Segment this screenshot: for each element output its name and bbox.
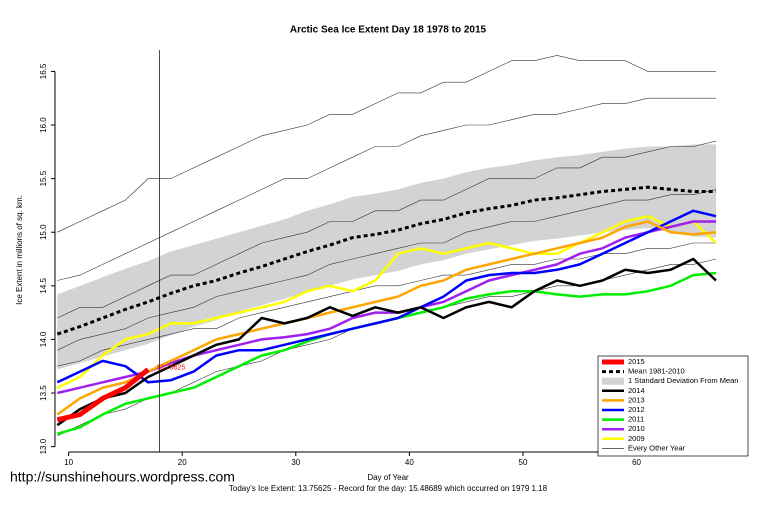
legend-label: 2014 [628, 386, 645, 395]
legend-label: 2015 [628, 357, 645, 366]
legend-label: 2010 [628, 424, 645, 433]
plot-area [56, 55, 717, 437]
legend-label: 2009 [628, 434, 645, 443]
y-tick-label: 13.0 [39, 438, 48, 454]
other-year-line [57, 55, 716, 233]
legend-label: 1 Standard Deviation From Mean [628, 376, 738, 385]
series-line [56, 257, 717, 427]
legend-label: 2013 [628, 395, 645, 404]
series-line [56, 214, 717, 389]
series-line [56, 220, 717, 416]
series-line [56, 367, 150, 423]
y-tick-label: 15.5 [39, 170, 48, 186]
legend-label: 2011 [628, 415, 644, 424]
series-line [57, 220, 716, 395]
watermark: http://sunshinehours.wordpress.com [10, 469, 235, 485]
x-tick-label: 50 [519, 458, 528, 467]
x-tick-label: 40 [405, 458, 414, 467]
y-tick-label: 16.0 [39, 117, 48, 133]
y-tick-label: 14.5 [39, 278, 48, 294]
other-year-line [57, 242, 716, 367]
other-year-line [57, 97, 716, 281]
y-axis-label: Ice Extent in millions of sq. km. [15, 195, 24, 305]
std-band [57, 144, 717, 370]
x-tick-label: 10 [64, 458, 73, 467]
y-tick-label: 16.5 [39, 63, 48, 79]
y-tick-label: 13.5 [39, 385, 48, 401]
x-tick-label: 60 [632, 458, 641, 467]
footer: Today's Ice Extent: 13.75625 - Record fo… [229, 484, 548, 493]
annotation: 13.75625 [156, 364, 185, 371]
legend-label: 2012 [628, 405, 645, 414]
y-tick-label: 15.0 [39, 224, 48, 240]
legend-label: Mean 1981-2010 [628, 367, 685, 376]
legend-label: Every Other Year [628, 443, 686, 452]
y-tick-label: 14.0 [39, 331, 48, 347]
series-line [56, 209, 717, 384]
legend-swatch [602, 377, 624, 385]
other-year-line [57, 140, 717, 319]
x-tick-label: 20 [178, 458, 187, 467]
other-year-line [57, 189, 717, 351]
x-tick-label: 30 [291, 458, 300, 467]
series-line [56, 185, 716, 336]
x-axis-label: Day of Year [367, 473, 409, 482]
chart-title: Arctic Sea Ice Extent Day 18 1978 to 201… [290, 25, 487, 36]
